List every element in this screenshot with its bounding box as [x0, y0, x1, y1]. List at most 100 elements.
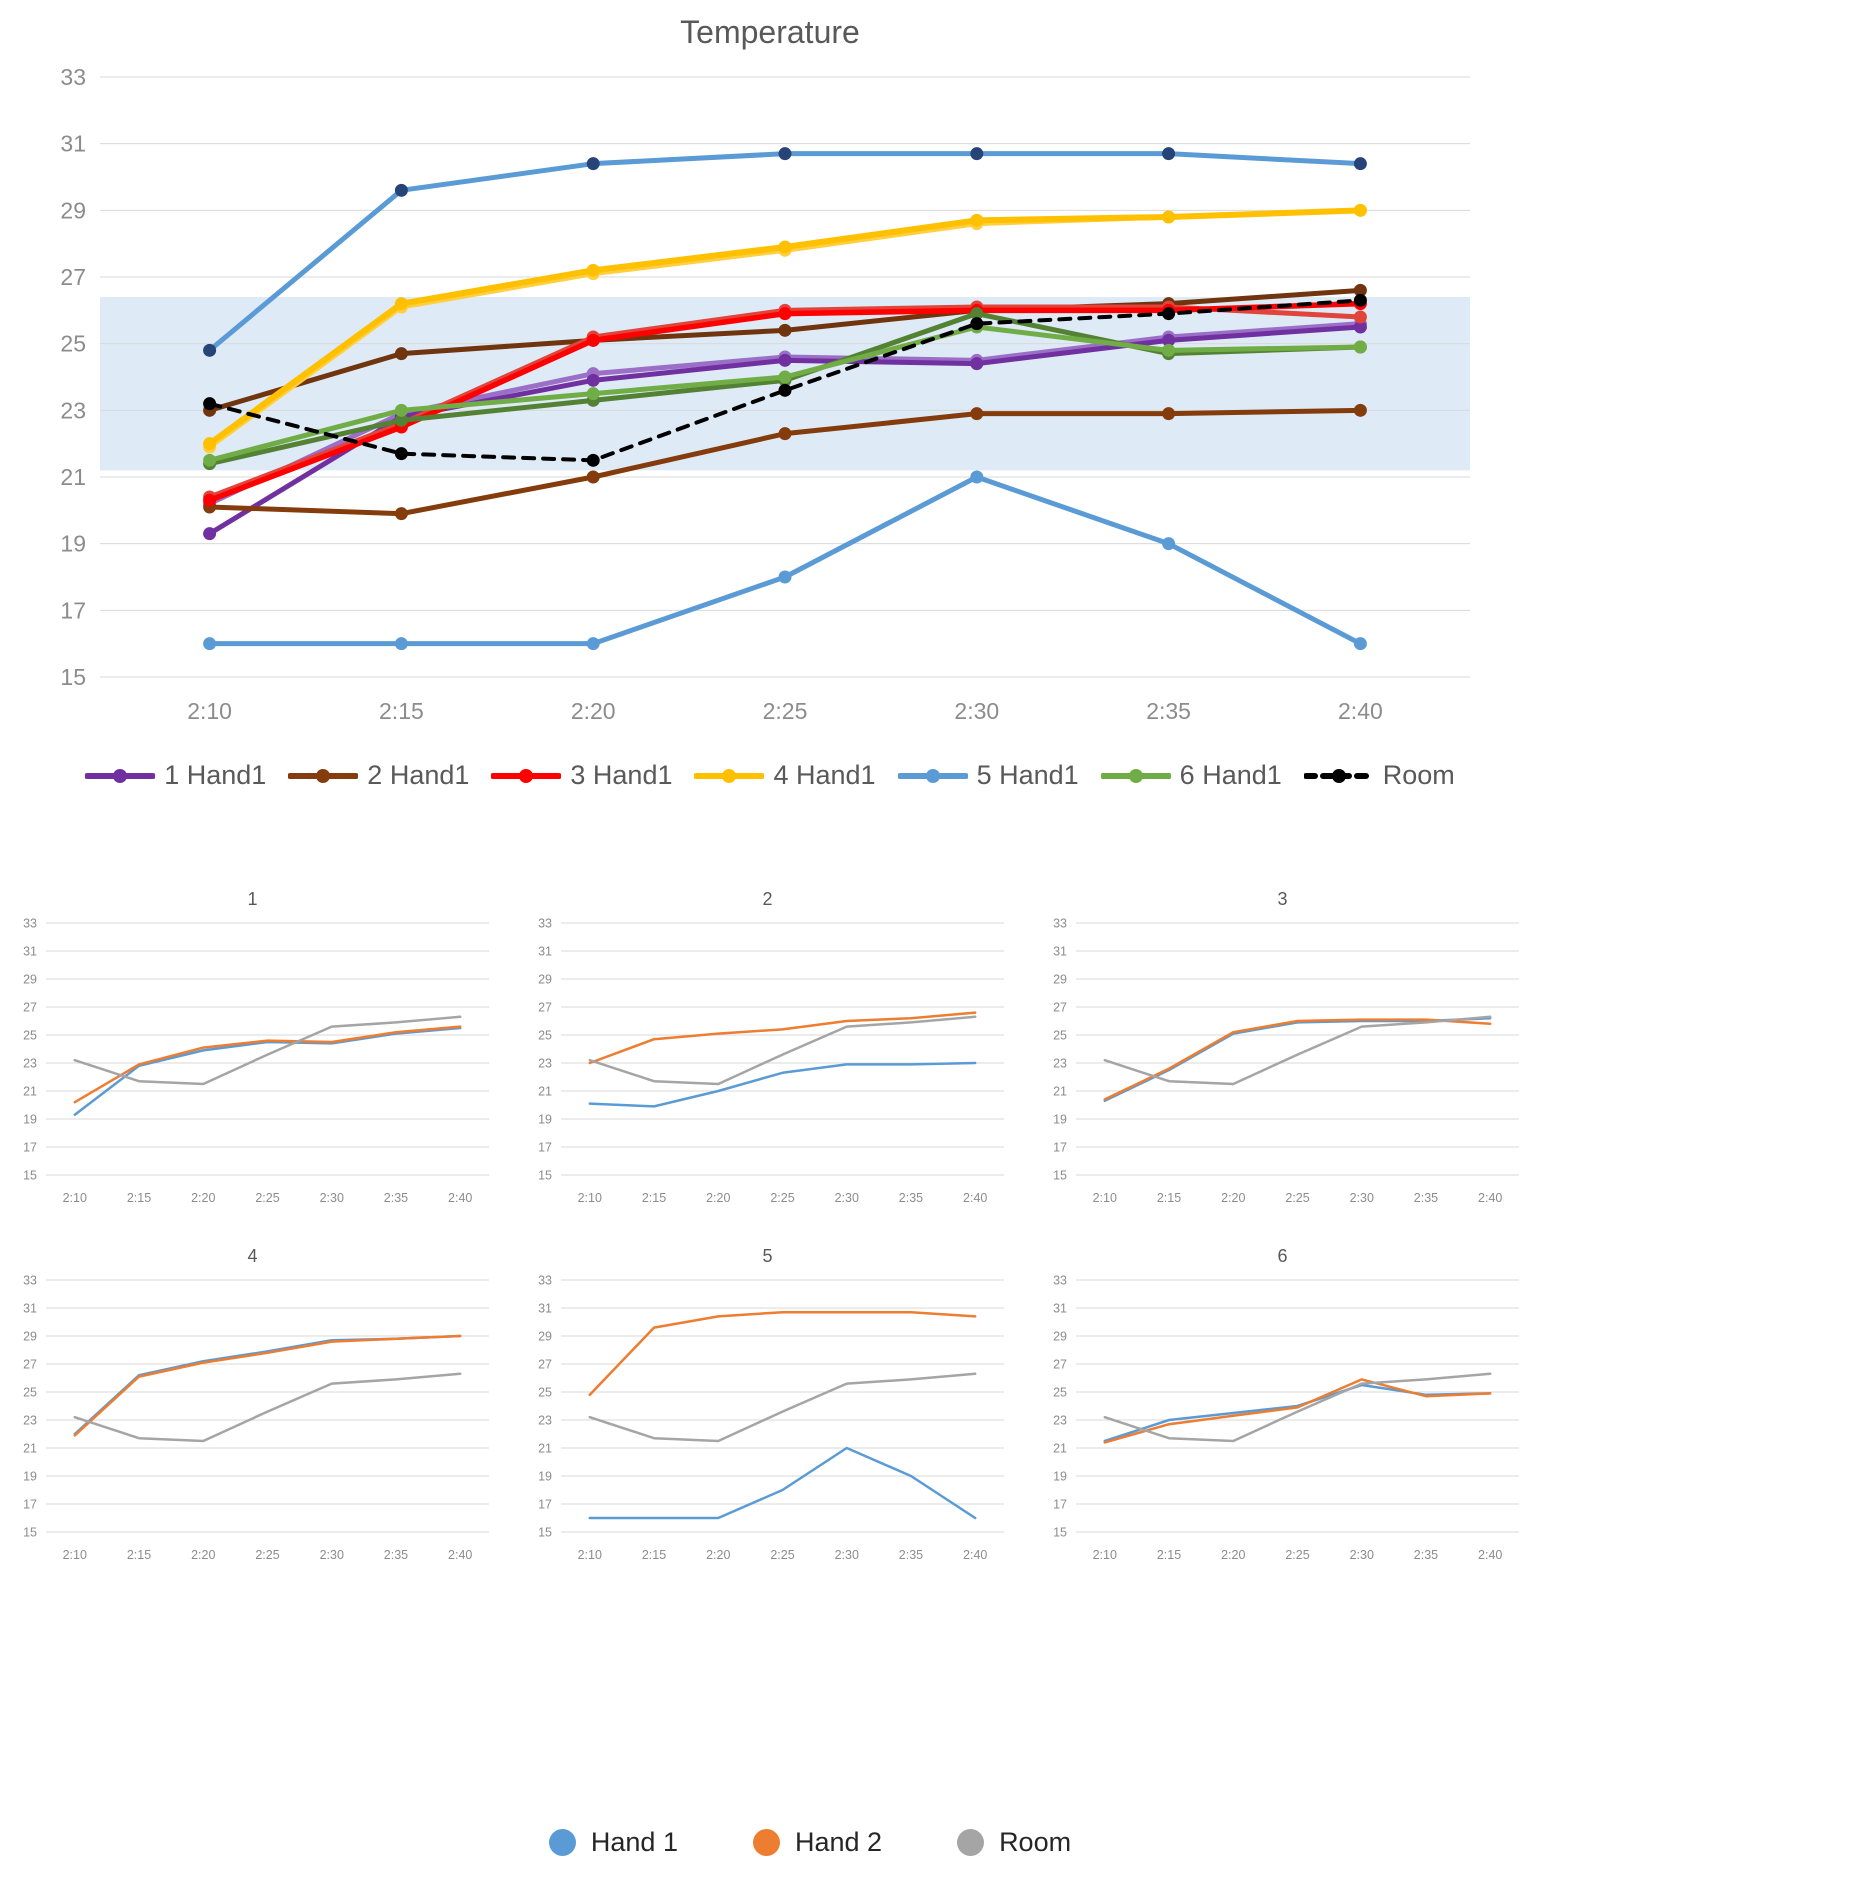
svg-text:25: 25	[23, 1385, 37, 1399]
svg-text:29: 29	[1053, 1329, 1067, 1343]
svg-text:25: 25	[1053, 1028, 1067, 1042]
svg-text:2:35: 2:35	[899, 1548, 923, 1562]
svg-text:2:15: 2:15	[642, 1191, 666, 1205]
svg-text:31: 31	[1053, 1301, 1067, 1315]
svg-text:25: 25	[60, 331, 86, 357]
svg-text:19: 19	[538, 1469, 552, 1483]
svg-text:2:35: 2:35	[384, 1191, 408, 1205]
y-axis-labels: 15 17 19 21 23 25 27 29 31 33	[60, 64, 86, 690]
svg-text:17: 17	[538, 1140, 552, 1154]
svg-text:2:25: 2:25	[1285, 1548, 1309, 1562]
svg-text:2:40: 2:40	[448, 1548, 472, 1562]
subplot-3-svg: 15 17 19 21 23 25 27 29 31 33 2:10 2:15 2:20 2:25 2:30…	[1053, 916, 1519, 1205]
svg-text:15: 15	[538, 1168, 552, 1182]
series-room	[1103, 1372, 1492, 1443]
svg-text:23: 23	[60, 397, 86, 423]
svg-text:2:30: 2:30	[320, 1191, 344, 1205]
svg-text:29: 29	[1053, 972, 1067, 986]
series-4-hand1	[203, 203, 1367, 451]
subplot-5-svg: 15 17 19 21 23 25 27 29 31 33 2:10 2:15 2:20 2:25 2:30…	[538, 1273, 1004, 1562]
svg-text:21: 21	[23, 1441, 37, 1455]
series-5-hand2	[203, 147, 1367, 357]
svg-text:15: 15	[23, 1168, 37, 1182]
legend-label: 2 Hand1	[367, 760, 470, 790]
svg-text:2:35: 2:35	[1414, 1548, 1438, 1562]
svg-text:31: 31	[1053, 944, 1067, 958]
subplot-6: 6 15 17 19 21 23 25 27 29 31 33 2:10 2:15 2:20 2:25 2:3…	[1030, 1244, 1545, 1577]
svg-text:23: 23	[23, 1413, 37, 1427]
svg-text:29: 29	[60, 197, 86, 223]
legend-marker-6-hand1	[1100, 768, 1171, 783]
legend-marker-1-hand1	[85, 768, 156, 783]
svg-text:21: 21	[538, 1084, 552, 1098]
svg-text:27: 27	[1053, 1357, 1067, 1371]
svg-text:19: 19	[23, 1112, 37, 1126]
subplot-1-svg: 15 17 19 21 23 25 27 29 31 33 2:10 2:15 2:20 2:25 2:30…	[23, 916, 489, 1205]
bottom-legend-item-room[interactable]: Room	[957, 1827, 1071, 1858]
series-hand-2	[73, 1025, 462, 1104]
svg-text:15: 15	[538, 1525, 552, 1539]
x-axis-labels: 2:10 2:15 2:20 2:25 2:30 2:35 2:40	[578, 1548, 988, 1562]
bottom-legend-item-hand-1[interactable]: Hand 1	[548, 1827, 678, 1858]
svg-text:2:25: 2:25	[770, 1548, 794, 1562]
svg-text:17: 17	[1053, 1140, 1067, 1154]
legend-item-6-hand1[interactable]: 6 Hand1	[1100, 760, 1282, 791]
legend-item-1-hand1[interactable]: 1 Hand1	[85, 760, 266, 791]
svg-text:21: 21	[1053, 1084, 1067, 1098]
main-chart-svg: 15 17 19 21 23 25 27 29 31 33 2:10 2:15 2:20 2:25 2:30…	[60, 64, 1470, 724]
svg-text:15: 15	[23, 1525, 37, 1539]
series-room	[1103, 1015, 1492, 1086]
legend-label: 6 Hand1	[1179, 760, 1282, 790]
svg-text:2:10: 2:10	[578, 1191, 602, 1205]
legend-item-3-hand1[interactable]: 3 Hand1	[491, 760, 672, 791]
y-axis-labels: 15 17 19 21 23 25 27 29 31 33	[1053, 1273, 1067, 1539]
subplot-title-5: 5	[762, 1246, 773, 1266]
bottom-legend-label: Hand 1	[590, 1827, 678, 1857]
svg-text:2:20: 2:20	[706, 1191, 730, 1205]
svg-text:27: 27	[23, 1000, 37, 1014]
svg-text:31: 31	[60, 131, 86, 157]
subplot-1: 1 15 17 19 21 23 25 27 29 31 33 2:10 2:15 2:20 2:25 2:3…	[0, 887, 515, 1220]
svg-text:2:15: 2:15	[127, 1191, 151, 1205]
legend-item-room[interactable]: Room	[1303, 760, 1455, 791]
legend-label: 5 Hand1	[976, 760, 1079, 790]
svg-text:2:15: 2:15	[1157, 1548, 1181, 1562]
svg-text:29: 29	[538, 1329, 552, 1343]
series-hand-1	[73, 1334, 462, 1436]
svg-text:25: 25	[1053, 1385, 1067, 1399]
svg-text:27: 27	[538, 1357, 552, 1371]
svg-text:2:40: 2:40	[1338, 698, 1383, 724]
svg-text:2:25: 2:25	[770, 1191, 794, 1205]
bottom-legend-item-hand-2[interactable]: Hand 2	[752, 1827, 882, 1858]
subplot-title-2: 2	[762, 889, 773, 909]
svg-text:21: 21	[23, 1084, 37, 1098]
svg-text:17: 17	[23, 1497, 37, 1511]
svg-text:33: 33	[23, 1273, 37, 1287]
gridlines	[46, 1279, 489, 1533]
series-room	[588, 1372, 977, 1443]
svg-text:2:20: 2:20	[191, 1548, 215, 1562]
gridlines	[1076, 922, 1519, 1176]
svg-text:15: 15	[60, 664, 86, 690]
svg-text:2:10: 2:10	[1093, 1548, 1117, 1562]
svg-text:29: 29	[23, 1329, 37, 1343]
series-hand-2	[588, 1011, 977, 1065]
svg-text:19: 19	[23, 1469, 37, 1483]
svg-text:2:40: 2:40	[1478, 1191, 1502, 1205]
svg-text:19: 19	[60, 531, 86, 557]
svg-text:2:40: 2:40	[1478, 1548, 1502, 1562]
svg-text:27: 27	[60, 264, 86, 290]
legend-item-5-hand1[interactable]: 5 Hand1	[897, 760, 1079, 791]
svg-text:2:20: 2:20	[571, 698, 616, 724]
svg-text:2:15: 2:15	[1157, 1191, 1181, 1205]
svg-text:25: 25	[538, 1385, 552, 1399]
legend-item-4-hand1[interactable]: 4 Hand1	[694, 760, 876, 791]
svg-text:2:20: 2:20	[706, 1548, 730, 1562]
legend-item-2-hand1[interactable]: 2 Hand1	[288, 760, 469, 791]
svg-text:2:35: 2:35	[1414, 1191, 1438, 1205]
svg-text:19: 19	[1053, 1112, 1067, 1126]
svg-text:23: 23	[538, 1056, 552, 1070]
svg-text:2:25: 2:25	[1285, 1191, 1309, 1205]
subplot-3: 3 15 17 19 21 23 25 27 29 31 33 2:10 2:15 2:20 2:25 2:3…	[1030, 887, 1545, 1220]
